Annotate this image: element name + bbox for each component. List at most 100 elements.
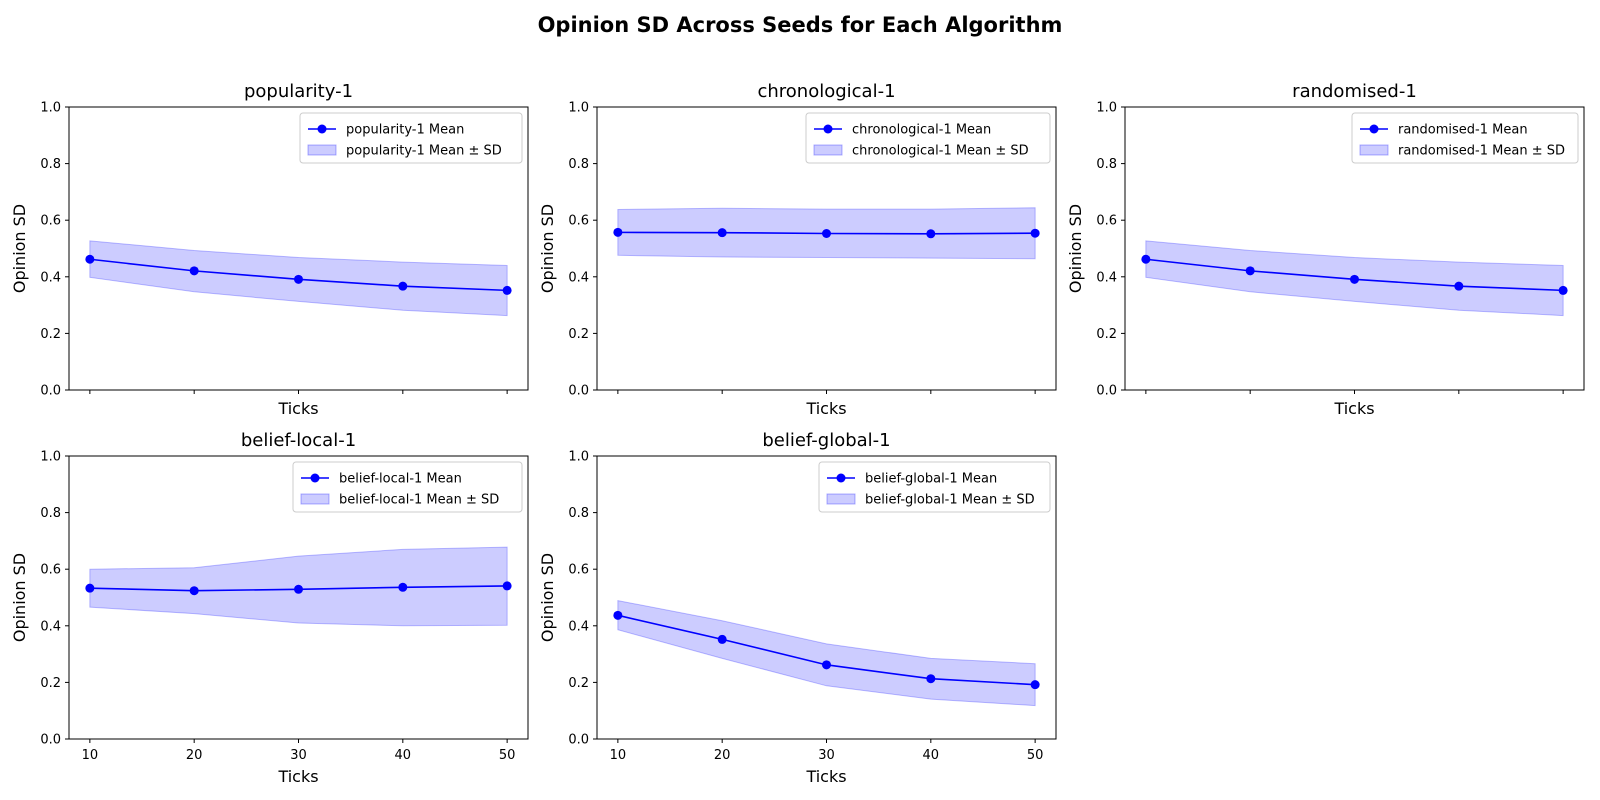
- mean-point: [926, 674, 936, 684]
- subplot-belief-local-1: 0.0 0.2 0.4 0.6 0.8 1.0 10 20 30 40 50 belief-local…: [10, 430, 529, 786]
- x-tick-label: 10: [610, 748, 627, 763]
- y-tick-label: 0.4: [568, 619, 589, 634]
- y-axis-label: Opinion SD: [10, 553, 29, 642]
- legend: randomised-1 Mean randomised-1 Mean ± SD: [1351, 112, 1579, 164]
- legend-label-mean: belief-global-1 Mean: [865, 472, 997, 487]
- legend-marker-swatch: [1369, 124, 1379, 134]
- y-tick-label: 0.8: [40, 157, 61, 172]
- mean-point: [613, 227, 623, 237]
- y-tick-label: 1.0: [1096, 101, 1117, 116]
- x-tick-label: 20: [714, 748, 731, 763]
- mean-point: [502, 285, 512, 295]
- y-tick-label: 0.2: [40, 676, 61, 691]
- y-tick-label: 0.8: [568, 506, 589, 521]
- legend-band-swatch: [813, 144, 843, 156]
- x-axis-label: Ticks: [1333, 399, 1374, 418]
- figure-title: Opinion SD Across Seeds for Each Algorit…: [538, 13, 1063, 37]
- legend-label-band: chronological-1 Mean ± SD: [852, 144, 1029, 159]
- x-tick-label: 10: [82, 748, 99, 763]
- mean-point: [294, 584, 303, 594]
- y-tick-label: 0.2: [1096, 327, 1117, 342]
- y-tick-label: 0.8: [1096, 157, 1117, 172]
- y-tick-label: 0.6: [568, 563, 589, 578]
- mean-point: [717, 634, 727, 644]
- legend-band-swatch: [300, 493, 330, 505]
- y-tick-label: 1.0: [40, 101, 61, 116]
- legend: belief-global-1 Mean belief-global-1 Mean…: [818, 461, 1051, 513]
- mean-point: [1245, 266, 1255, 276]
- y-tick-label: 0.4: [40, 619, 61, 634]
- mean-point: [85, 254, 95, 264]
- legend-label-mean: popularity-1 Mean: [346, 123, 464, 138]
- x-tick-label: 50: [499, 748, 516, 763]
- mean-point: [189, 586, 199, 596]
- legend-label-mean: belief-local-1 Mean: [339, 472, 462, 487]
- mean-point: [822, 660, 831, 670]
- mean-point: [717, 228, 727, 238]
- legend-marker-swatch: [317, 124, 327, 134]
- y-axis-label: Opinion SD: [10, 204, 29, 293]
- mean-point: [613, 610, 623, 620]
- legend-label-band: belief-local-1 Mean ± SD: [339, 493, 499, 508]
- mean-point: [1030, 680, 1040, 690]
- legend-band-swatch: [1359, 144, 1389, 156]
- mean-point: [85, 583, 95, 593]
- legend: belief-local-1 Mean belief-local-1 Mean ±…: [292, 461, 523, 513]
- x-axis-label: Ticks: [277, 399, 318, 418]
- legend-marker-swatch: [310, 473, 320, 483]
- mean-point: [294, 274, 303, 284]
- y-tick-label: 1.0: [568, 101, 589, 116]
- x-tick-label: 40: [395, 748, 412, 763]
- y-tick-label: 0.4: [1096, 270, 1117, 285]
- y-tick-label: 0.0: [568, 733, 589, 748]
- legend-box: [818, 461, 1051, 513]
- y-tick-label: 0.6: [40, 563, 61, 578]
- subplot-title: popularity-1: [244, 81, 353, 102]
- legend-box: [1351, 112, 1579, 164]
- mean-point: [1030, 228, 1040, 238]
- legend-marker-swatch: [823, 124, 833, 134]
- mean-point: [398, 281, 408, 291]
- y-tick-label: 1.0: [568, 450, 589, 465]
- y-axis-label: Opinion SD: [538, 553, 557, 642]
- legend-box: [299, 112, 523, 164]
- y-tick-label: 1.0: [40, 450, 61, 465]
- y-tick-label: 0.2: [568, 327, 589, 342]
- legend-label-band: popularity-1 Mean ± SD: [346, 144, 502, 159]
- x-tick-label: 50: [1027, 748, 1044, 763]
- x-tick-label: 30: [290, 748, 307, 763]
- subplot-randomised-1: 0.0 0.2 0.4 0.6 0.8 1.0 randomised-1 Ticks Opini…: [1066, 81, 1585, 418]
- mean-point: [1350, 274, 1359, 284]
- mean-point: [1558, 285, 1568, 295]
- mean-point: [398, 582, 408, 592]
- legend-box: [292, 461, 523, 513]
- subplot-belief-global-1: 0.0 0.2 0.4 0.6 0.8 1.0 10 20 30 40 50 belief-globa…: [538, 430, 1057, 786]
- y-tick-label: 0.4: [40, 270, 61, 285]
- x-tick-label: 30: [818, 748, 835, 763]
- y-tick-label: 0.2: [568, 676, 589, 691]
- x-tick-label: 40: [923, 748, 940, 763]
- y-tick-label: 0.0: [568, 384, 589, 399]
- legend-band-swatch: [307, 144, 337, 156]
- legend: chronological-1 Mean chronological-1 Mean…: [805, 112, 1051, 164]
- legend-label-mean: randomised-1 Mean: [1398, 123, 1528, 138]
- mean-point: [1454, 281, 1464, 291]
- legend-box: [805, 112, 1051, 164]
- mean-point: [926, 229, 936, 239]
- x-axis-label: Ticks: [277, 767, 318, 786]
- subplot-title: randomised-1: [1292, 81, 1417, 102]
- legend-marker-swatch: [836, 473, 846, 483]
- x-tick-label: 20: [186, 748, 203, 763]
- y-tick-label: 0.2: [40, 327, 61, 342]
- x-axis-label: Ticks: [805, 767, 846, 786]
- mean-point: [502, 581, 512, 591]
- y-axis-label: Opinion SD: [538, 204, 557, 293]
- legend-label-mean: chronological-1 Mean: [852, 123, 991, 138]
- y-tick-label: 0.8: [568, 157, 589, 172]
- subplot-title: chronological-1: [757, 81, 895, 102]
- y-axis-label: Opinion SD: [1066, 204, 1085, 293]
- subplot-title: belief-global-1: [762, 430, 890, 451]
- y-tick-label: 0.6: [1096, 214, 1117, 229]
